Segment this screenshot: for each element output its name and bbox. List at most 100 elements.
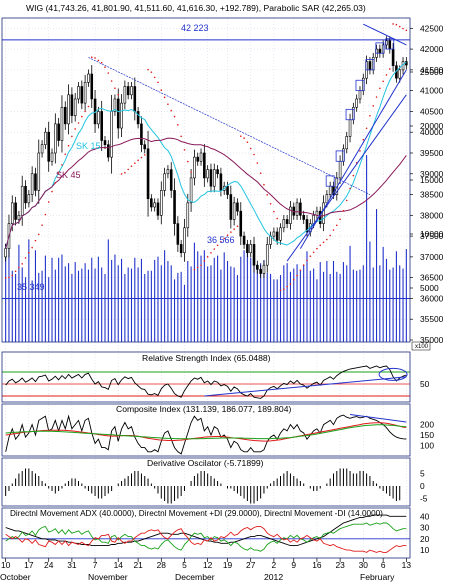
candle-body (256, 264, 259, 270)
candle-body (289, 206, 292, 224)
candle-body (282, 219, 286, 229)
grid (2, 18, 410, 558)
candle-body (229, 194, 233, 220)
sar-dot (14, 270, 17, 273)
price-y-tick-label: 36000 (420, 293, 444, 303)
sar-dot (342, 209, 345, 212)
candle-body (40, 144, 44, 154)
sar-dot (352, 174, 355, 177)
sar-dot (117, 93, 120, 96)
dmi-line-adx_green (5, 522, 407, 552)
candle-body (110, 111, 113, 158)
composite-trend-line (349, 414, 407, 423)
panel-frame-dmi (1, 507, 411, 559)
composite-title: Composite Index (131.139, 186.077, 189.8… (116, 404, 291, 414)
candle-body (17, 215, 21, 220)
candle-body (378, 48, 382, 54)
sar-dot (398, 25, 401, 28)
sar-dot (51, 190, 53, 193)
candle-body (368, 61, 372, 71)
sar-dot (349, 187, 351, 190)
sar-dot (21, 263, 24, 265)
candle-body (73, 98, 77, 116)
sar-dot (326, 238, 328, 241)
price-y-tick-label: 42500 (420, 23, 444, 33)
volume-y-tick-label: 5000 (420, 283, 439, 293)
sar-dot (216, 244, 219, 247)
candle-body (34, 173, 37, 191)
sar-dot (246, 141, 249, 143)
candle-body (325, 194, 329, 204)
derivative-panel (5, 468, 401, 504)
candle-body (140, 123, 143, 145)
sar-dot (74, 128, 76, 130)
sar-dot (203, 260, 206, 262)
composite-line-comp_black (5, 414, 407, 455)
sar-dot (243, 137, 245, 139)
sar-dot (375, 96, 378, 98)
composite-line-comp_red (5, 422, 407, 442)
candle-body (169, 169, 173, 191)
derivative-y-tick-label: 0 (420, 481, 425, 491)
gap-box (325, 175, 335, 187)
sar-dot (90, 56, 93, 58)
sar-dot (61, 164, 63, 166)
panel-frame-price (1, 17, 411, 343)
sar-dot (193, 268, 196, 271)
dmi-y-tick-label: 10 (420, 545, 430, 555)
sar-dot (395, 23, 398, 26)
candle-body (83, 82, 87, 104)
candle-body (302, 215, 305, 220)
candle-body (100, 111, 103, 141)
sar-dot (263, 183, 265, 186)
x-tick-label: 30 (359, 560, 369, 570)
composite-line-comp_green (5, 424, 407, 440)
sma45-line (5, 137, 407, 249)
sar-dot (230, 231, 232, 233)
sar-dot (402, 27, 404, 30)
candle-body (77, 86, 80, 100)
candle-body (80, 86, 84, 104)
dmi-y-tick-label: 30 (420, 523, 430, 533)
gap-box (335, 150, 345, 162)
month-label-november: November (88, 572, 128, 582)
candle-body (44, 131, 47, 145)
uptrend-line (299, 69, 407, 249)
sar-dot (57, 172, 60, 174)
sar-dot (345, 199, 348, 202)
sar-dot (31, 246, 33, 249)
sar-dot (283, 288, 285, 290)
sar-dot (206, 256, 209, 258)
x-tick-label: 27 (246, 560, 256, 570)
candle-body (27, 194, 31, 204)
candle-body (54, 123, 57, 154)
x-tick-label: 9 (291, 560, 296, 570)
candle-body (196, 156, 200, 162)
candle-body (130, 86, 133, 96)
price-y-tick-label: 41500 (420, 65, 444, 75)
volume-y-tick-label: 20000 (420, 121, 444, 131)
sar-dot (249, 147, 252, 150)
x-tick-label: 12 (203, 560, 213, 570)
price-y-tick-label: 40000 (420, 127, 444, 137)
sar-dot (196, 266, 199, 269)
sar-dot (28, 251, 30, 254)
sar-dot (316, 247, 318, 250)
candle-body (150, 198, 153, 208)
gap-box (355, 79, 365, 92)
candle-body (10, 202, 14, 224)
sar-dot (44, 213, 47, 216)
derivative-y-tick-label: -5 (420, 494, 428, 504)
axes: 10 17 24 31 7 14 21 28 5 12 19 27 2 9 16 23 30 6 13 35000 35… (1, 23, 444, 570)
month-label-february: February (360, 572, 395, 582)
candle-body (232, 202, 236, 220)
sar-dot (259, 172, 262, 175)
dmi-panel (2, 514, 410, 553)
candle-body (173, 190, 176, 224)
sar-dot (322, 241, 325, 244)
candle-body (219, 173, 223, 191)
sar-dot (359, 150, 361, 152)
panel-frames (1, 17, 431, 559)
candle-body (285, 219, 289, 224)
sar-dot (110, 80, 113, 82)
